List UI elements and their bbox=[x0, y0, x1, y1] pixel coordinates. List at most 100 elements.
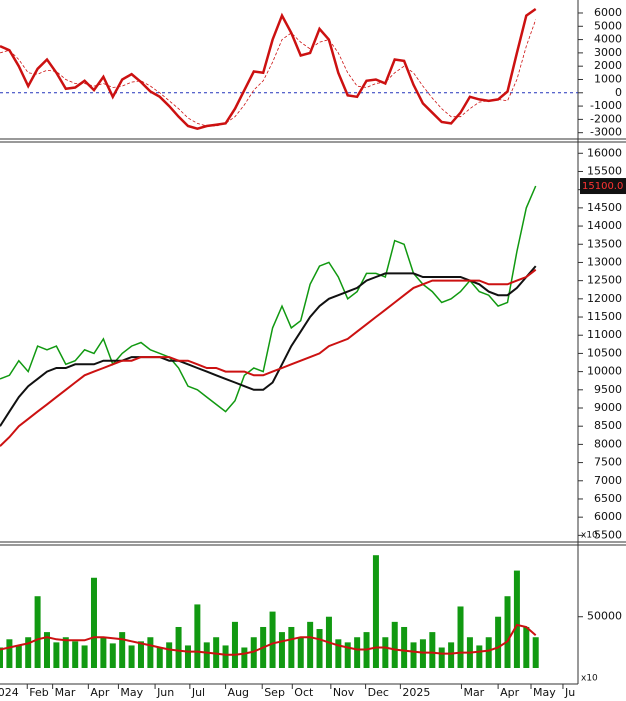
volume-bar bbox=[72, 641, 79, 668]
y-tick-label: 10000 bbox=[587, 365, 622, 378]
volume-bar bbox=[288, 626, 295, 668]
y-tick-label: 12000 bbox=[587, 292, 622, 305]
volume-bar bbox=[523, 626, 530, 668]
x-tick-label: Jul bbox=[191, 686, 205, 699]
y-tick-label: 14000 bbox=[587, 219, 622, 232]
volume-bar bbox=[241, 647, 248, 668]
y-tick-label: 7000 bbox=[594, 474, 622, 487]
y-tick-label: 15500 bbox=[587, 164, 622, 177]
volume-bar bbox=[297, 637, 304, 668]
volume-bar bbox=[81, 645, 88, 668]
volume-bar bbox=[269, 611, 276, 668]
last-price-box bbox=[580, 178, 626, 195]
y-tick-label: 13500 bbox=[587, 237, 622, 250]
volume-bar bbox=[476, 645, 483, 668]
volume-bar bbox=[307, 621, 314, 668]
volume-bar bbox=[354, 637, 361, 668]
volume-bar bbox=[316, 629, 323, 668]
y-tick-label: 11000 bbox=[587, 328, 622, 341]
y-tick-label: -3000 bbox=[590, 126, 622, 139]
x-tick-label: Feb bbox=[29, 686, 48, 699]
volume-bar bbox=[335, 639, 342, 668]
volume-bar bbox=[382, 637, 389, 668]
volume-bar bbox=[485, 637, 492, 668]
series-line bbox=[0, 7, 537, 131]
y-tick-label: 6000 bbox=[594, 510, 622, 523]
volume-bar bbox=[495, 616, 502, 668]
y-tick-label: -2000 bbox=[590, 112, 622, 125]
y-tick-label: 10500 bbox=[587, 346, 622, 359]
volume-bar bbox=[34, 596, 41, 668]
y-tick-label: -1000 bbox=[590, 99, 622, 112]
volume-bar bbox=[410, 642, 417, 668]
y-tick-label: 9500 bbox=[594, 383, 622, 396]
volume-bar bbox=[137, 641, 144, 668]
series-line bbox=[0, 185, 537, 413]
volume-bar bbox=[222, 645, 229, 668]
y-tick-label: 9000 bbox=[594, 401, 622, 414]
y-tick-label: 8000 bbox=[594, 437, 622, 450]
x-tick-label: Mar bbox=[463, 686, 484, 699]
volume-bar bbox=[391, 621, 398, 668]
volume-bar bbox=[438, 647, 445, 668]
volume-bar bbox=[419, 639, 426, 668]
volume-bar bbox=[231, 621, 238, 668]
y-tick-label: 8500 bbox=[594, 419, 622, 432]
volume-bar bbox=[401, 626, 408, 668]
x-tick-label: 2025 bbox=[402, 686, 430, 699]
y-tick-label: 6500 bbox=[594, 492, 622, 505]
series-line bbox=[0, 19, 537, 127]
volume-bar bbox=[504, 596, 511, 668]
x-tick-label: May bbox=[120, 686, 143, 699]
x-tick-label: May bbox=[533, 686, 556, 699]
volume-bar bbox=[532, 637, 539, 668]
volume-bar bbox=[43, 632, 50, 668]
volume-bar bbox=[156, 647, 163, 668]
axis-note: x10 bbox=[581, 531, 598, 541]
x-tick-label: Jun bbox=[156, 686, 174, 699]
x-tick-label: Dec bbox=[368, 686, 389, 699]
volume-bar bbox=[448, 642, 455, 668]
volume-bar bbox=[128, 645, 135, 668]
volume-bar bbox=[513, 570, 520, 668]
volume-bar bbox=[184, 645, 191, 668]
y-tick-label: 14500 bbox=[587, 201, 622, 214]
y-tick-label: 7500 bbox=[594, 456, 622, 469]
y-tick-label: 6000 bbox=[594, 6, 622, 19]
x-tick-label: 2024 bbox=[0, 686, 19, 699]
y-tick-label: 3000 bbox=[594, 46, 622, 59]
volume-bar bbox=[203, 642, 210, 668]
x-tick-label: Apr bbox=[500, 686, 520, 699]
volume-bar bbox=[278, 632, 285, 668]
volume-bar bbox=[175, 626, 182, 668]
x-tick-label: Nov bbox=[333, 686, 355, 699]
y-tick-label: 4000 bbox=[594, 33, 622, 46]
volume-bar bbox=[147, 637, 154, 668]
y-tick-label: 0 bbox=[615, 86, 622, 99]
volume-bar bbox=[344, 642, 351, 668]
x-tick-label: Sep bbox=[264, 686, 285, 699]
axis-note: x10 bbox=[581, 674, 598, 684]
volume-bar bbox=[109, 643, 116, 668]
x-tick-label: Ju bbox=[564, 686, 575, 699]
volume-bar bbox=[166, 642, 173, 668]
volume-bar bbox=[119, 632, 126, 668]
volume-bar bbox=[372, 555, 379, 668]
volume-bar bbox=[53, 642, 60, 668]
y-tick-label: 5500 bbox=[594, 528, 622, 541]
volume-bar bbox=[90, 577, 97, 668]
volume-bar bbox=[62, 637, 69, 668]
volume-bar bbox=[15, 645, 22, 668]
y-tick-label: 13000 bbox=[587, 255, 622, 268]
y-tick-label: 5000 bbox=[594, 19, 622, 32]
volume-bar bbox=[25, 637, 32, 668]
y-tick-label: 16000 bbox=[587, 146, 622, 159]
last-price-label: 15100.0 bbox=[582, 181, 623, 192]
volume-bar bbox=[457, 606, 464, 668]
x-tick-label: Apr bbox=[90, 686, 110, 699]
y-tick-label: 50000 bbox=[587, 610, 622, 623]
x-tick-label: Aug bbox=[228, 686, 249, 699]
y-tick-label: 12500 bbox=[587, 274, 622, 287]
